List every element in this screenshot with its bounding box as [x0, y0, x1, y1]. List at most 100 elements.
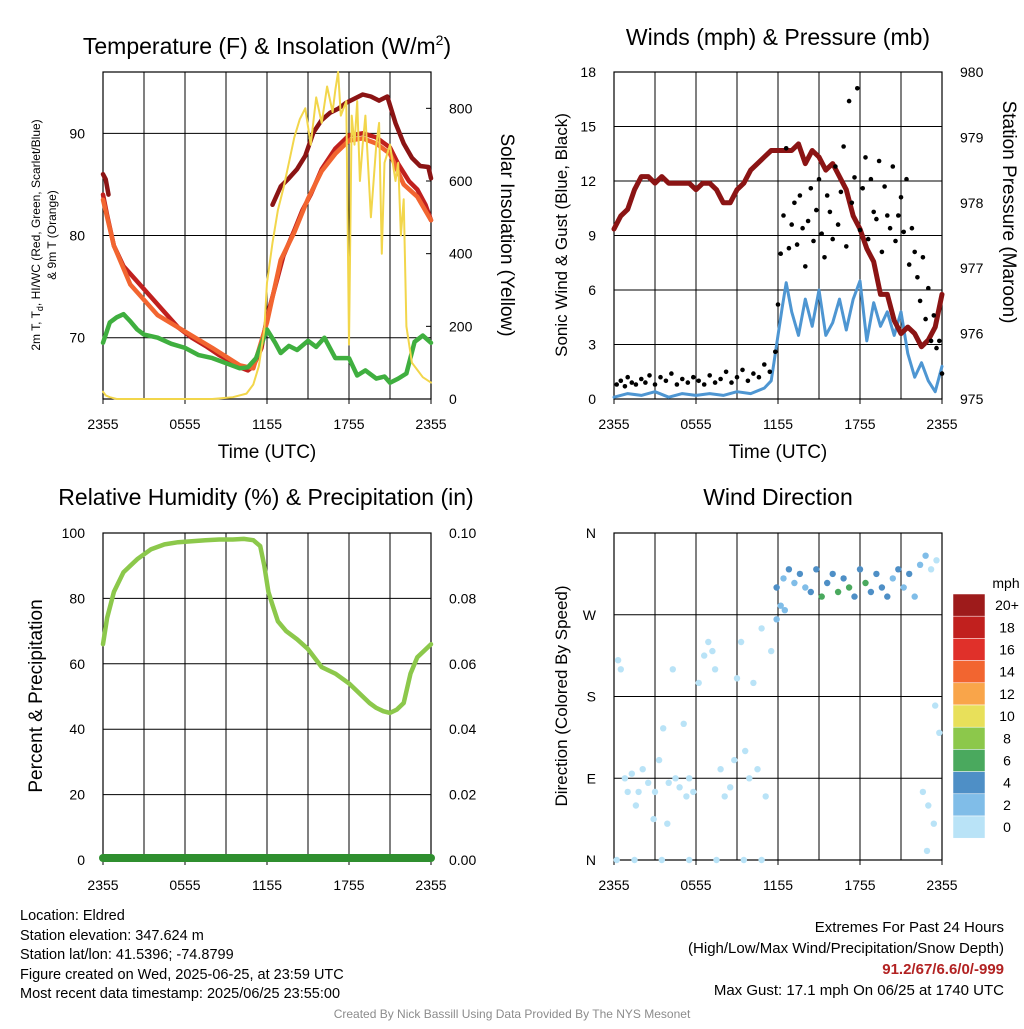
winds-gust-point: [723, 369, 729, 375]
humidity-xtick-label: 2355: [415, 877, 446, 893]
direction-point: [669, 666, 676, 673]
direction-point: [713, 856, 720, 864]
direction-point: [742, 747, 749, 755]
direction-point: [851, 593, 858, 600]
humidity-xtick-label: 0555: [169, 877, 200, 893]
direction-ytick-label: N: [586, 852, 596, 868]
winds-y2tick-label: 977: [960, 260, 984, 276]
direction-point: [911, 593, 918, 600]
winds-gust-point: [896, 213, 901, 218]
direction-point: [824, 579, 831, 587]
temperature-ytick-label: 70: [69, 330, 85, 346]
direction-point: [686, 856, 693, 864]
direction-point: [781, 607, 788, 614]
winds-gust-point: [808, 186, 814, 191]
winds-gust-point: [647, 373, 652, 378]
direction-xtick-label: 0555: [680, 877, 711, 893]
winds-gust-point: [614, 382, 619, 387]
speed-legend-label: 14: [999, 664, 1015, 680]
winds-gust-point: [674, 382, 680, 387]
temperature-y2tick-label: 200: [449, 318, 473, 334]
direction-point: [796, 570, 804, 578]
direction-xtick-label: 2355: [598, 877, 629, 893]
direction-point: [906, 570, 913, 578]
winds-xtick-label: 1755: [844, 416, 875, 432]
winds-gust-point: [797, 193, 803, 198]
winds-gust-point: [824, 193, 830, 198]
direction-point: [768, 647, 775, 655]
winds-ytick-label: 18: [580, 64, 596, 80]
direction-point: [683, 793, 690, 800]
direction-point: [705, 638, 712, 646]
winds-gust-point: [751, 371, 756, 376]
direction-point: [802, 584, 809, 591]
direction-xtick-label: 2355: [926, 877, 957, 893]
speed-legend-label: 4: [1003, 775, 1011, 791]
winds-gust-point: [792, 200, 797, 206]
humidity-y2tick-label: 0.02: [449, 787, 476, 803]
direction-point: [777, 602, 784, 609]
direction-point: [807, 588, 814, 596]
winds-gust-point: [937, 338, 942, 344]
speed-legend-label: 20+: [995, 597, 1019, 613]
winds-gust-point: [740, 367, 745, 373]
max-gust: Max Gust: 17.1 mph On 06/25 at 1740 UTC: [713, 982, 1004, 999]
direction-point: [624, 788, 631, 796]
winds-gust-point: [762, 362, 767, 367]
direction-point: [655, 756, 663, 764]
direction-point: [867, 588, 875, 596]
winds-ylabel-left: Sonic Wind & Gust (Blue, Black): [552, 113, 571, 357]
winds-gust-point: [734, 374, 740, 380]
temperature-series-5: [102, 71, 432, 400]
direction-point: [873, 570, 880, 578]
winds-xtick-label: 2355: [926, 416, 957, 432]
winds-gust-point: [629, 380, 635, 385]
direction-point: [658, 856, 665, 864]
winds-gust-point: [898, 195, 904, 200]
winds-gust-point: [931, 313, 937, 318]
winds-gust-point: [680, 376, 685, 382]
direction-ytick-label: N: [586, 525, 596, 541]
winds-gust-point: [643, 380, 648, 385]
extremes-values: 91.2/67/6.6/0/-999: [882, 961, 1004, 978]
direction-point: [922, 552, 929, 559]
winds-gust-point: [773, 349, 778, 355]
direction-point: [829, 570, 836, 578]
direction-ytick-label: W: [583, 607, 597, 623]
temperature-ytick-label: 80: [69, 228, 85, 244]
winds-gust-point: [775, 302, 781, 307]
direction-point: [878, 584, 886, 591]
direction-point: [895, 566, 902, 573]
winds-gust-point: [816, 176, 822, 182]
temperature-series-1: [100, 136, 434, 371]
direction-point: [665, 779, 672, 786]
winds-gust-point: [901, 229, 906, 235]
winds-pressure-series-0: [611, 141, 945, 350]
speed-legend-swatch: [952, 704, 986, 728]
speed-legend-swatch: [952, 593, 986, 617]
winds-ytick-label: 15: [580, 119, 596, 135]
winds-gust-point: [658, 374, 663, 380]
temperature-series-3: [100, 171, 111, 197]
direction-point: [721, 793, 728, 800]
direction-point: [754, 766, 761, 773]
direction-point: [930, 820, 937, 827]
winds-gust-point: [794, 242, 800, 247]
speed-legend-label: 18: [999, 619, 1015, 635]
speed-legend-swatch: [952, 793, 986, 817]
direction-point: [813, 566, 820, 573]
speed-legend-swatch: [952, 682, 986, 706]
direction-point: [635, 788, 642, 796]
winds-gust-point: [803, 264, 808, 269]
direction-xtick-label: 1755: [844, 877, 875, 893]
winds-gust-point: [707, 373, 712, 378]
direction-point: [840, 575, 847, 582]
winds-gust-point: [639, 376, 644, 382]
winds-ytick-label: 12: [580, 173, 596, 189]
temperature-xlabel: Time (UTC): [218, 442, 317, 463]
direction-point: [690, 788, 697, 796]
station-location: Location: Eldred: [20, 908, 125, 924]
winds-gust-point: [783, 146, 789, 151]
direction-point: [927, 566, 935, 573]
temperature-xtick-label: 2355: [415, 416, 446, 432]
